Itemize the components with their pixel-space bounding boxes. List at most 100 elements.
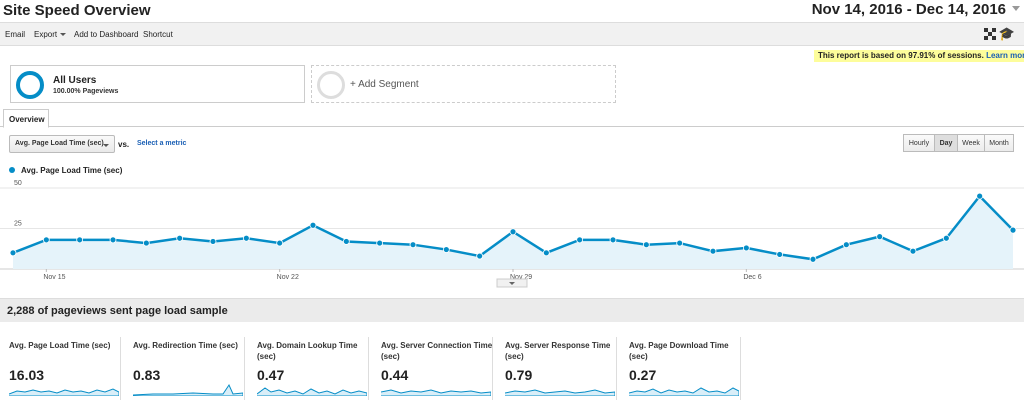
- metric-card-value: 0.79: [505, 367, 533, 383]
- data-point: [342, 238, 350, 245]
- x-tick-label: Nov 15: [43, 274, 65, 281]
- data-point: [476, 252, 484, 260]
- x-tick-label: Nov 29: [510, 274, 532, 281]
- metric-card-server-response[interactable]: Avg. Server Response Time (sec) 0.79: [496, 337, 617, 400]
- report-header: Site Speed Overview Nov 14, 2016 - Dec 1…: [0, 0, 1024, 22]
- metric-card-page-download[interactable]: Avg. Page Download Time (sec) 0.27: [620, 337, 741, 400]
- data-point: [542, 249, 550, 257]
- graduation-cap-icon[interactable]: 🎓: [998, 26, 1015, 41]
- data-point: [909, 247, 917, 255]
- data-point: [742, 244, 750, 252]
- data-point: [376, 239, 384, 247]
- sparkline: [257, 387, 367, 396]
- data-point: [776, 251, 784, 258]
- data-point: [642, 241, 650, 249]
- sampling-notice-text: This report is based on 97.91% of sessio…: [818, 51, 984, 60]
- data-point: [976, 192, 984, 200]
- add-segment-button[interactable]: + Add Segment: [311, 65, 616, 103]
- period-month-button[interactable]: Month: [984, 134, 1014, 152]
- chevron-down-icon: [60, 33, 67, 37]
- data-point: [1009, 226, 1017, 234]
- metric-card-redirection[interactable]: Avg. Redirection Time (sec) 0.83: [124, 337, 245, 400]
- data-point: [842, 241, 850, 249]
- segment-percentage: 100.00% Pageviews: [53, 88, 119, 95]
- x-tick-label: Nov 22: [277, 274, 299, 281]
- data-point: [876, 233, 884, 240]
- legend-dot-icon: [9, 167, 15, 173]
- period-week-button[interactable]: Week: [957, 134, 985, 152]
- data-point: [676, 239, 684, 247]
- data-point: [609, 236, 617, 244]
- data-point: [242, 234, 250, 242]
- metric-card-value: 0.27: [629, 367, 657, 383]
- sample-summary-bar: 2,288 of pageviews sent page load sample: [0, 298, 1024, 322]
- x-tick-label: Dec 6: [743, 274, 761, 281]
- metric-card-page-load[interactable]: Avg. Page Load Time (sec) 16.03: [0, 337, 121, 400]
- chevron-down-icon[interactable]: [1012, 6, 1020, 11]
- metric-card-value: 0.44: [381, 367, 409, 383]
- y-tick-label: 25: [14, 221, 22, 228]
- metric-card-value: 0.47: [257, 367, 285, 383]
- page-load-time-chart: 50 25 Nov 15 Nov 22 Nov 29 Dec 6: [0, 180, 1024, 288]
- data-point: [176, 234, 184, 242]
- data-point: [142, 239, 150, 247]
- learn-more-link[interactable]: Learn more: [986, 51, 1024, 60]
- sampling-notice: This report is based on 97.91% of sessio…: [814, 50, 1024, 62]
- metric-card-domain-lookup[interactable]: Avg. Domain Lookup Time (sec) 0.47: [248, 337, 369, 400]
- data-point: [409, 241, 417, 249]
- data-point: [9, 249, 17, 257]
- data-point: [709, 247, 717, 255]
- sparkline: [133, 383, 243, 396]
- shortcut-button[interactable]: Shortcut: [143, 30, 173, 39]
- add-to-dashboard-button[interactable]: Add to Dashboard: [74, 30, 139, 39]
- data-point: [576, 236, 584, 244]
- data-point: [276, 239, 284, 247]
- period-day-button[interactable]: Day: [934, 134, 958, 152]
- sample-summary-text: 2,288 of pageviews sent page load sample: [7, 305, 228, 317]
- data-point: [509, 228, 517, 236]
- data-point: [42, 236, 50, 244]
- metric-card-label: Avg. Domain Lookup Time (sec): [257, 341, 358, 361]
- sparkline: [629, 387, 739, 396]
- metric-card-server-connection[interactable]: Avg. Server Connection Time (sec) 0.44: [372, 337, 493, 400]
- metric-card-label: Avg. Server Connection Time (sec): [381, 341, 493, 361]
- tab-overview[interactable]: Overview: [3, 109, 49, 128]
- metric-card-label: Avg. Page Download Time (sec): [629, 341, 729, 361]
- page-title: Site Speed Overview: [3, 2, 151, 19]
- data-point: [109, 236, 117, 244]
- empty-ring-icon: [317, 71, 345, 99]
- chevron-down-icon: [103, 144, 109, 147]
- segment-name: All Users: [53, 75, 97, 86]
- period-hourly-button[interactable]: Hourly: [903, 134, 935, 152]
- data-point: [442, 246, 450, 253]
- data-point: [942, 234, 950, 242]
- tab-bar: Overview: [0, 109, 1024, 128]
- sparkline: [381, 389, 491, 396]
- segment-all-users[interactable]: All Users 100.00% Pageviews: [10, 65, 305, 103]
- metric-card-value: 0.83: [133, 367, 161, 383]
- data-point: [809, 255, 817, 263]
- data-point: [76, 236, 84, 244]
- export-label: Export: [34, 30, 58, 39]
- add-segment-label: + Add Segment: [350, 79, 419, 90]
- select-metric-link[interactable]: Select a metric: [137, 140, 187, 147]
- chevron-down-icon: [509, 282, 515, 285]
- vs-label: vs.: [118, 140, 130, 149]
- date-range-picker[interactable]: Nov 14, 2016 - Dec 14, 2016: [811, 1, 1006, 18]
- segment-ring-icon: [16, 71, 44, 99]
- report-toolbar: Email Export Add to Dashboard Shortcut 🎓: [0, 22, 1024, 46]
- email-button[interactable]: Email: [5, 30, 26, 39]
- metric-card-label: Avg. Page Load Time (sec): [9, 341, 111, 350]
- qr-code-icon[interactable]: [984, 28, 996, 40]
- metric-dropdown-label: Avg. Page Load Time (sec): [15, 140, 104, 147]
- metric-card-label: Avg. Server Response Time (sec): [505, 341, 611, 361]
- sparkline: [9, 388, 119, 396]
- metric-dropdown[interactable]: Avg. Page Load Time (sec): [9, 135, 115, 153]
- chart-legend-label: Avg. Page Load Time (sec): [21, 166, 123, 175]
- export-button[interactable]: Export: [34, 30, 67, 39]
- metric-card-value: 16.03: [9, 367, 45, 383]
- metric-card-label: Avg. Redirection Time (sec): [133, 341, 238, 350]
- y-tick-label: 50: [14, 180, 22, 187]
- sparkline: [505, 389, 615, 396]
- data-point: [209, 238, 217, 245]
